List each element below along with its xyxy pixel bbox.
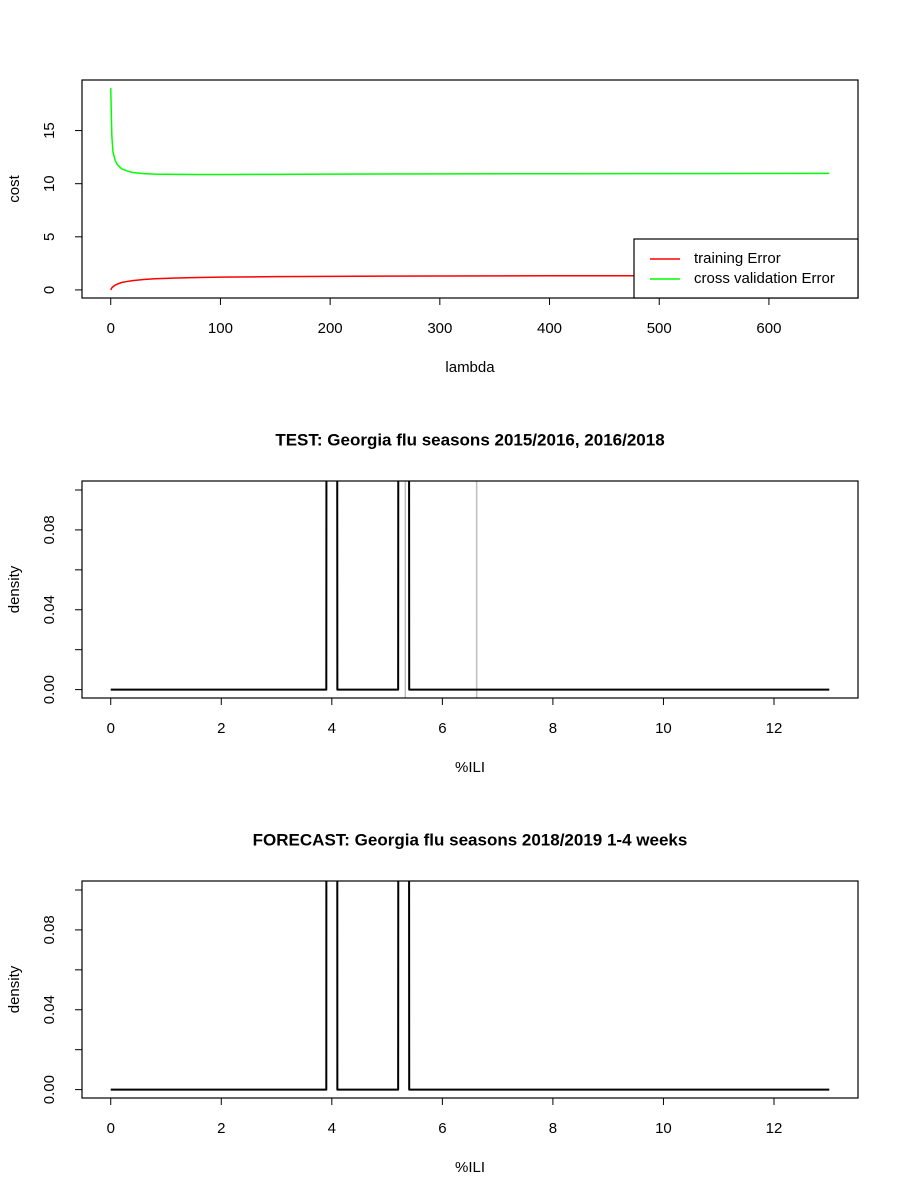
y-axis-label: cost <box>6 174 23 202</box>
y-axis-label: density <box>6 965 23 1013</box>
y-tick-label: 0.04 <box>41 595 58 624</box>
x-tick-label: 2 <box>217 1120 225 1137</box>
x-tick-label: 10 <box>655 720 672 737</box>
data-line <box>109 88 830 176</box>
plot-box <box>81 79 859 299</box>
y-tick-label: 0.08 <box>41 515 58 544</box>
legend-label: cross validation Error <box>694 270 835 287</box>
y-tick-label: 5 <box>41 233 58 241</box>
y-tick-label: 0.04 <box>41 995 58 1024</box>
x-tick-label: 6 <box>438 720 446 737</box>
x-axis-label: lambda <box>445 359 495 376</box>
x-tick-label: 400 <box>537 320 562 337</box>
chart-title: TEST: Georgia flu seasons 2015/2016, 201… <box>275 430 664 449</box>
data-line <box>110 481 830 691</box>
y-axis-label: density <box>6 565 23 613</box>
x-tick-label: 8 <box>549 1120 557 1137</box>
x-tick-label: 4 <box>328 1120 336 1137</box>
x-tick-label: 6 <box>438 1120 446 1137</box>
plot-box <box>81 480 859 699</box>
plot-area <box>110 481 830 698</box>
x-tick-label: 0 <box>107 1120 115 1137</box>
x-tick-label: 100 <box>208 320 233 337</box>
x-tick-label: 12 <box>766 1120 783 1137</box>
plot-area <box>110 881 830 1091</box>
chart-title: FORECAST: Georgia flu seasons 2018/2019 … <box>253 830 688 849</box>
x-tick-label: 4 <box>328 720 336 737</box>
y-tick-label: 0 <box>41 286 58 294</box>
x-axis-label: %ILI <box>455 1159 485 1176</box>
x-tick-label: 2 <box>217 720 225 737</box>
x-tick-label: 0 <box>107 320 115 337</box>
y-tick-label: 0.08 <box>41 915 58 944</box>
data-line <box>110 274 830 291</box>
data-line <box>110 881 830 1091</box>
x-tick-label: 12 <box>766 720 783 737</box>
plot-box <box>81 880 859 1099</box>
x-tick-label: 200 <box>318 320 343 337</box>
legend-box <box>633 238 859 299</box>
y-tick-label: 15 <box>41 122 58 139</box>
y-tick-label: 10 <box>41 175 58 192</box>
x-tick-label: 8 <box>549 720 557 737</box>
x-tick-label: 600 <box>756 320 781 337</box>
x-tick-label: 300 <box>427 320 452 337</box>
x-tick-label: 10 <box>655 1120 672 1137</box>
y-tick-label: 0.00 <box>41 1075 58 1104</box>
x-tick-label: 0 <box>107 720 115 737</box>
legend-label: training Error <box>694 250 781 267</box>
x-tick-label: 500 <box>647 320 672 337</box>
y-tick-label: 0.00 <box>41 675 58 704</box>
legend: training Error cross validation Error <box>633 238 859 299</box>
x-axis-label: %ILI <box>455 759 485 776</box>
plot-area <box>109 88 830 291</box>
